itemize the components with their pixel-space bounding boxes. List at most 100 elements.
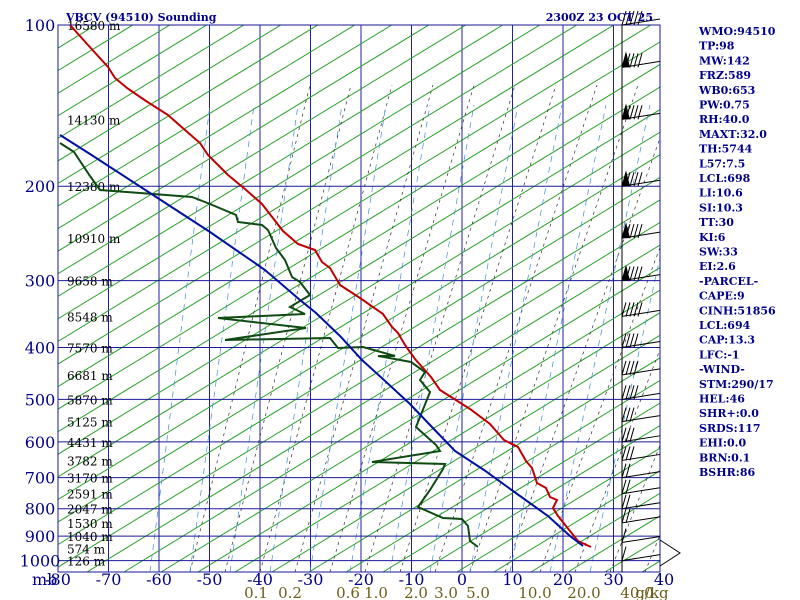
wind-barb-feather: [621, 546, 627, 561]
wind-barb-flag: [622, 51, 630, 68]
dry-adiabat-line: [58, 25, 245, 139]
stat-line: MAXT:32.0: [699, 128, 767, 141]
height-label: 3170 m: [67, 472, 113, 486]
pressure-tick-label: 200: [25, 177, 56, 196]
mixing-ratio-line: [149, 104, 211, 572]
wind-barb-feather: [633, 360, 639, 376]
height-label: 9658 m: [67, 275, 113, 289]
dry-adiabat-line: [58, 63, 660, 433]
wind-barb-feather: [625, 446, 631, 461]
wind-barb-feather: [629, 407, 635, 422]
mixing-ratio-label: 20.0: [567, 584, 600, 600]
stat-line: LCL:698: [699, 172, 751, 185]
temperature-tick-label: 10: [502, 570, 522, 589]
stat-line: FRZ:589: [699, 69, 751, 82]
wind-barb-feather: [633, 385, 639, 400]
wind-barb-feather: [633, 266, 639, 281]
wind-barb-feather: [637, 53, 643, 68]
dry-adiabat-line: [234, 312, 660, 572]
moist-adiabat-line: [364, 84, 516, 572]
wind-barb-feather: [637, 105, 643, 120]
height-label: 10910 m: [67, 232, 121, 246]
mixing-ratio-line: [189, 104, 255, 572]
pressure-tick-label: 100: [25, 16, 56, 35]
wind-barb-staff: [621, 471, 661, 479]
dry-adiabat-line: [753, 23, 800, 572]
curves-group: [59, 25, 592, 548]
height-label: 1530 m: [67, 517, 113, 531]
mixing-ratio-line: [309, 104, 387, 572]
wind-barb-feather: [637, 10, 643, 26]
stat-line: -PARCEL-: [699, 275, 758, 288]
stat-line: SRDS:117: [699, 422, 761, 435]
mixing-ratio-line: [349, 104, 431, 572]
wind-barb-staff: [621, 516, 661, 524]
wind-barb: [621, 508, 661, 524]
temperature-tick-label: -50: [197, 570, 223, 589]
wind-barb: [621, 528, 661, 544]
wind-barb-feather: [621, 508, 627, 523]
wind-barb-feather: [637, 172, 643, 187]
temperature-tick-label: -30: [298, 570, 324, 589]
height-label: 6681 m: [67, 369, 113, 383]
surface-wind-marker: [659, 539, 681, 567]
wind-barb-feather: [629, 105, 635, 120]
wind-barb: [621, 407, 661, 423]
mixing-ratio-line: [589, 256, 660, 572]
stat-line: CAP:13.3: [699, 334, 755, 347]
pressure-tick-label: 600: [25, 433, 56, 452]
height-label: 2047 m: [67, 503, 113, 517]
stat-line: SI:10.3: [699, 201, 743, 214]
dry-adiabat-line: [58, 25, 319, 185]
plot-frame: [57, 24, 661, 573]
height-label: 5870 m: [67, 393, 113, 407]
wind-barb-feather: [629, 385, 635, 400]
wind-barb-feather: [629, 53, 635, 68]
dry-adiabat-line: [160, 267, 660, 572]
dry-adiabat-line: [123, 244, 660, 572]
stat-line: SHR+:0.0: [699, 407, 759, 420]
wind-barb-staff: [621, 554, 661, 562]
wind-barb-feather: [625, 385, 631, 400]
stat-line: RH:40.0: [699, 113, 750, 126]
wind-barb-feather: [629, 224, 635, 239]
wind-barb-feather: [629, 333, 635, 348]
wind-barb-feather: [621, 407, 627, 422]
wind-barb-feather: [637, 224, 643, 239]
dry-adiabat-line: [58, 25, 578, 343]
wind-barb-feather: [625, 407, 631, 422]
wind-barb-feather: [621, 302, 627, 317]
wind-barb-flag: [622, 170, 630, 187]
wind-barb-feather: [633, 105, 639, 120]
dry-adiabat-line: [308, 357, 660, 572]
wind-barb-staff: [621, 368, 661, 376]
stat-line: WB0:653: [698, 84, 755, 97]
wind-barb-feather: [621, 333, 627, 348]
mixing-ratio-label: 3.0: [434, 584, 458, 600]
mixing-ratio-label: 40.0: [620, 584, 653, 600]
height-label: 5125 m: [67, 416, 113, 430]
wind-barb-feather: [629, 446, 635, 461]
wind-barb: [621, 479, 661, 495]
stat-line: SW:33: [699, 246, 738, 259]
pressure-tick-label: 800: [25, 500, 56, 519]
parcel-curve: [59, 134, 584, 547]
mixing-ratio-line: [469, 104, 563, 572]
temperature-tick-label: -80: [45, 570, 71, 589]
height-label: 8548 m: [67, 310, 113, 324]
mixing-ratio-label: 0.6: [336, 584, 360, 600]
dry-adiabat-line: [271, 334, 660, 572]
moist-adiabat-line: [189, 84, 311, 572]
stat-line: LCL:694: [699, 319, 751, 332]
wind-barb-feather: [633, 333, 639, 348]
chart-title: VBCV (94510) Sounding: [65, 11, 217, 24]
wind-barb-feather: [637, 302, 643, 317]
mixing-ratio-label: 10.0: [518, 584, 551, 600]
mixing-ratio-unit: g/kg: [635, 584, 669, 600]
wind-barb-feather: [637, 266, 643, 281]
mixing-ratio-line: [509, 104, 607, 572]
wind-barb-feather: [633, 302, 639, 317]
wind-barb-feather: [633, 224, 639, 239]
wind-barb-feather: [621, 463, 627, 478]
